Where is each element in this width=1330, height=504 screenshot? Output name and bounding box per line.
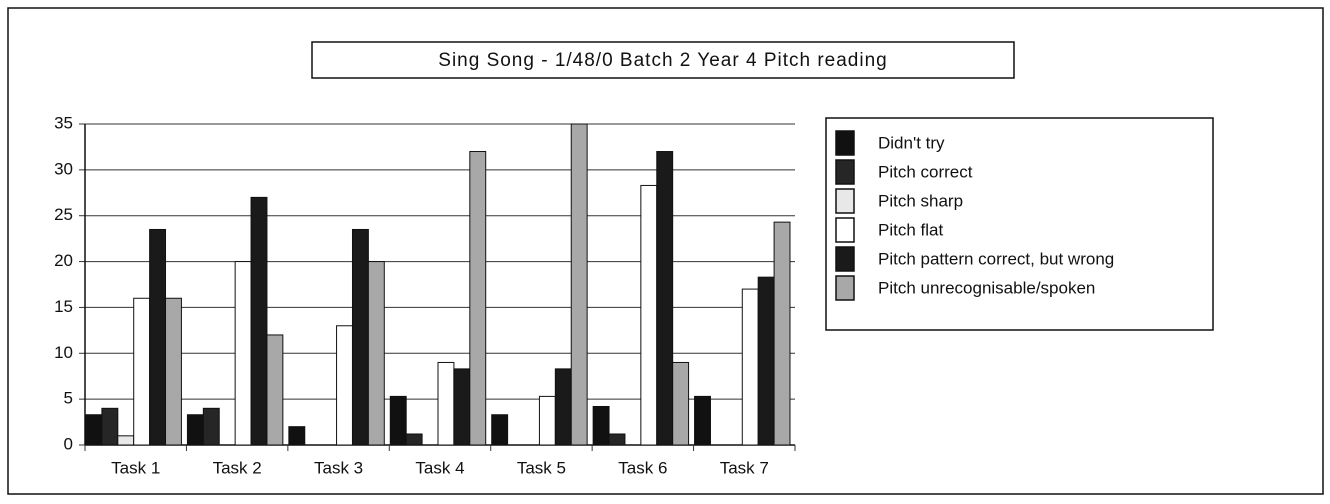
bar [469,151,487,446]
bar [554,368,572,446]
bar [640,184,658,446]
legend-swatch [835,217,855,243]
bar [672,361,690,446]
legend-label: Pitch flat [878,220,943,239]
y-tick-label: 30 [54,159,73,178]
y-tick-label: 25 [54,205,73,224]
bar [351,228,369,446]
bar [186,414,204,446]
bar [437,361,455,446]
x-tick-label: Task 5 [517,458,566,477]
y-tick-label: 20 [54,251,73,270]
legend-swatch [835,159,855,185]
legend-label: Pitch correct [878,162,973,181]
bar [336,325,353,446]
bar [234,261,252,446]
x-tick-label: Task 2 [213,458,262,477]
bar [656,151,674,446]
legend-label: Didn't try [878,133,945,152]
legend-box [825,117,1214,331]
bar [165,297,182,446]
bar [773,221,791,446]
bar [117,435,135,446]
bar [266,334,284,446]
bar [538,395,556,446]
y-tick-label: 0 [64,434,73,453]
legend-swatch [835,246,855,272]
bar [250,196,268,446]
bar [149,228,167,446]
y-tick-label: 5 [64,389,73,408]
legend-swatch [835,130,855,156]
legend-swatch [835,188,855,214]
bar [491,414,509,446]
bar [389,395,407,446]
legend-label: Pitch sharp [878,191,963,210]
y-tick-label: 15 [54,297,73,316]
bar [202,407,220,446]
y-tick-label: 10 [54,343,73,362]
bar [405,433,423,446]
bar [570,123,588,446]
bar [592,405,610,446]
x-tick-label: Task 7 [720,458,769,477]
bar [757,276,775,446]
bar [133,297,151,446]
chart-title: Sing Song - 1/48/0 Batch 2 Year 4 Pitch … [438,50,887,71]
x-tick-label: Task 6 [618,458,667,477]
bar [453,368,471,446]
bar [85,414,103,446]
bar [608,433,626,446]
x-tick-label: Task 3 [314,458,363,477]
bar [101,407,119,446]
title-box [311,41,1015,79]
legend-swatch [835,275,855,301]
x-tick-label: Task 1 [111,458,160,477]
bar [694,395,711,446]
x-tick-label: Task 4 [415,458,464,477]
y-tick-label: 35 [54,113,73,132]
bar [741,288,759,446]
frame [7,7,1324,495]
bar [288,426,306,446]
legend-label: Pitch unrecognisable/spoken [878,278,1095,297]
bar [367,261,385,446]
legend-label: Pitch pattern correct, but wrong [878,249,1114,268]
